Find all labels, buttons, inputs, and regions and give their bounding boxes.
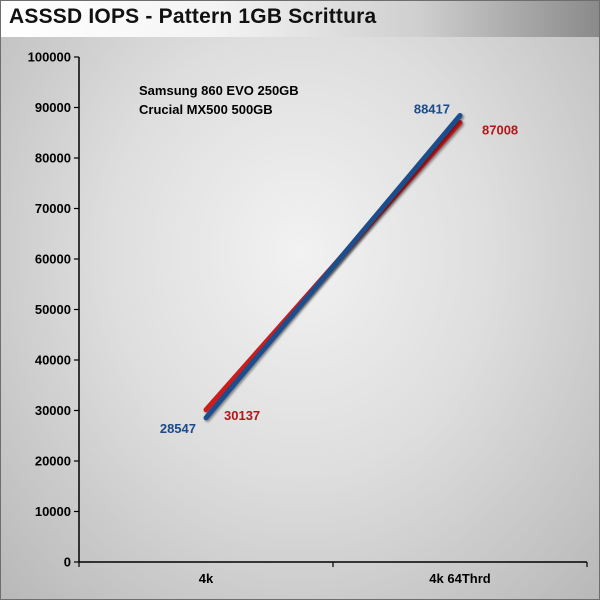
y-tick-label: 60000 (35, 252, 71, 267)
y-tick-label: 0 (64, 555, 71, 570)
y-tick-label: 20000 (35, 454, 71, 469)
y-tick-label: 10000 (35, 504, 71, 519)
data-label: 87008 (482, 123, 518, 138)
y-tick-label: 30000 (35, 403, 71, 418)
legend-label-1: Crucial MX500 500GB (139, 102, 273, 117)
data-labels: 30137 87008 28547 88417 (160, 101, 518, 435)
y-tick-label: 90000 (35, 100, 71, 115)
x-tick-label: 4k (199, 571, 214, 586)
chart-title: ASSSD IOPS - Pattern 1GB Scrittura (9, 5, 377, 28)
series-layer (203, 112, 463, 421)
data-label: 28547 (160, 421, 196, 436)
y-tick-label: 70000 (35, 201, 71, 216)
series-line-1 (203, 112, 463, 421)
y-tick-label: 80000 (35, 151, 71, 166)
title-bar: ASSSD IOPS - Pattern 1GB Scrittura (1, 1, 599, 37)
axes: 0 10000 20000 30000 40000 50000 60000 70000 8000… (28, 50, 588, 586)
legend: Samsung 860 EVO 250GB Crucial MX500 500GB (108, 83, 299, 117)
x-tick-label: 4k 64Thrd (429, 571, 490, 586)
y-tick-label: 50000 (35, 302, 71, 317)
data-label: 30137 (224, 408, 260, 423)
y-tick-label: 40000 (35, 353, 71, 368)
legend-label-0: Samsung 860 EVO 250GB (139, 83, 299, 98)
data-label: 88417 (414, 101, 450, 116)
y-tick-label: 100000 (28, 50, 71, 65)
